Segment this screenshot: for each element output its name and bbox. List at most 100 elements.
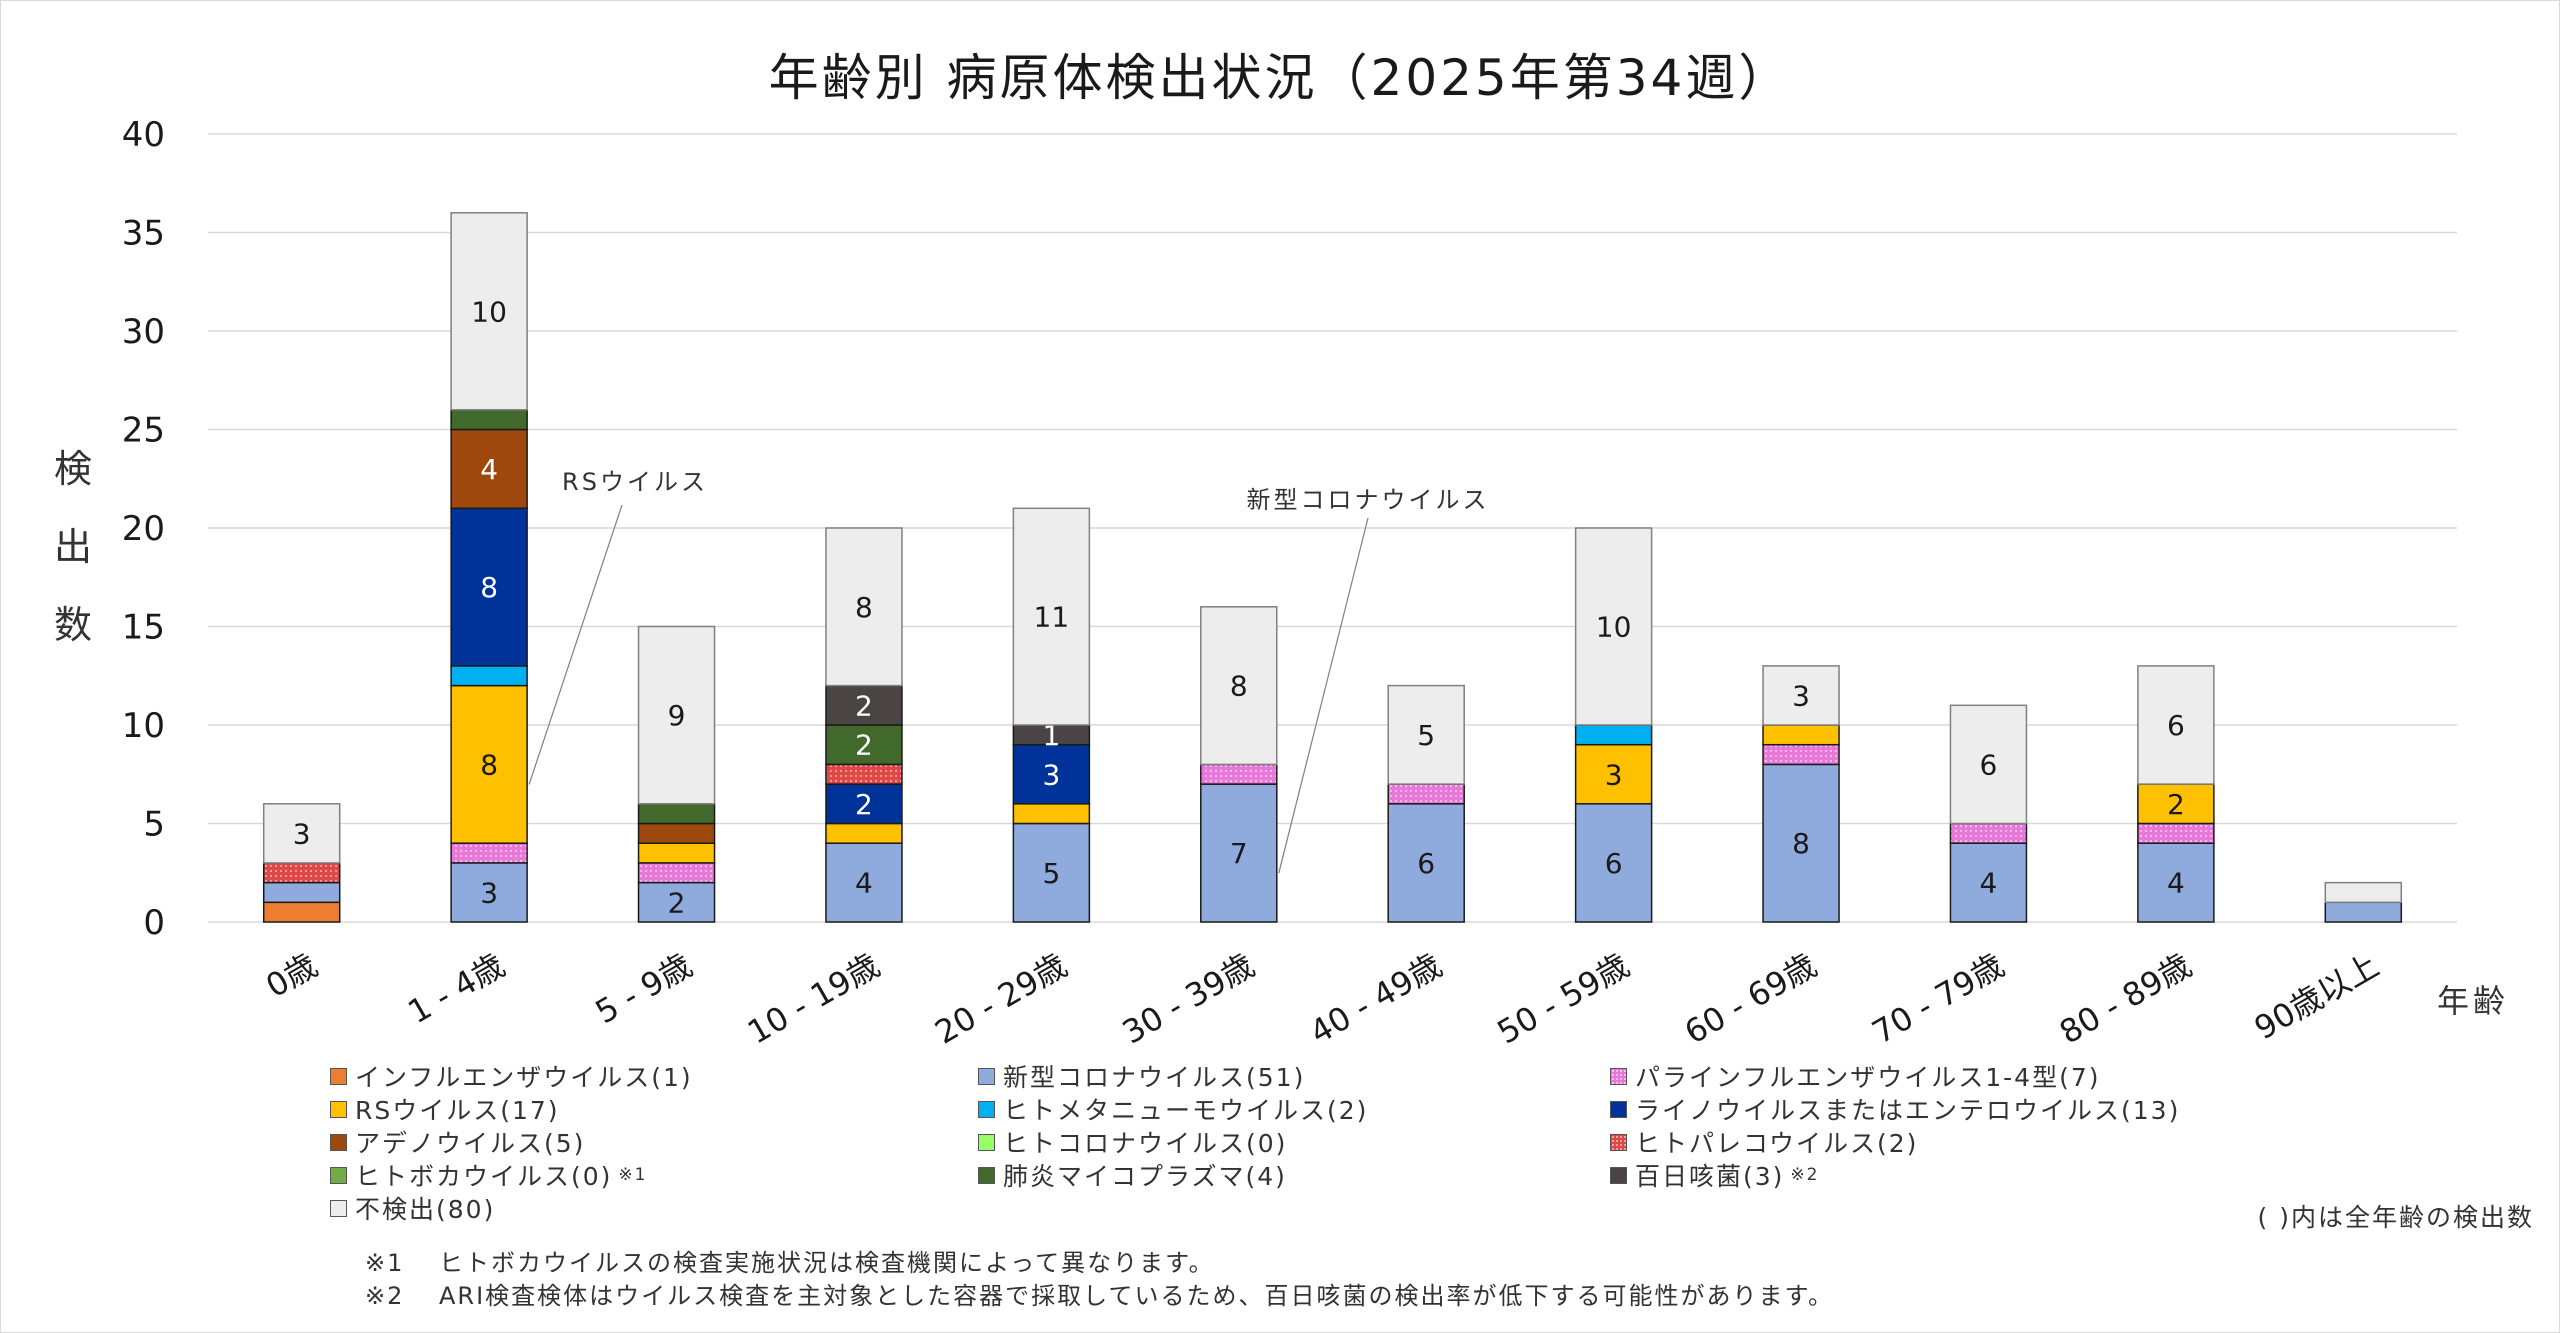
- x-tick-label: 5 - 9歳: [589, 946, 699, 1031]
- legend-item-para: パラインフルエンザウイルス1-4型(7): [1610, 1058, 2101, 1094]
- data-label: 10: [1596, 611, 1632, 644]
- legend-footnote-mark: ※1: [618, 1165, 648, 1185]
- bar-segment-rs: [1762, 724, 1840, 746]
- count-note: ( )内は全年齢の検出数: [2257, 1203, 2534, 1232]
- legend-swatch: [1610, 1067, 1627, 1085]
- legend-label: ヒトコロナウイルス(0): [1003, 1129, 1288, 1158]
- y-tick-label: 25: [122, 411, 165, 451]
- x-tick-label: 1 - 4歳: [402, 946, 512, 1031]
- bar-segment-para: [637, 862, 716, 884]
- bar-segment-covid: [262, 881, 341, 904]
- bar-segment-myco: [637, 803, 716, 825]
- x-tick-label: 70 - 79歳: [1866, 946, 2011, 1052]
- legend-label: 肺炎マイコプラズマ(4): [1003, 1162, 1287, 1191]
- legend-swatch: [978, 1133, 995, 1151]
- legend-label: パラインフルエンザウイルス1-4型(7): [1635, 1063, 2101, 1092]
- legend-swatch: [330, 1100, 347, 1118]
- data-label: 4: [2167, 867, 2185, 900]
- footnote-1: ※1 ヒトボカウイルスの検査実施状況は検査機関によって異なります。: [365, 1249, 1215, 1277]
- legend-label: インフルエンザウイルス(1): [355, 1063, 693, 1092]
- data-label: 7: [1230, 837, 1248, 870]
- legend-item-adeno: アデノウイルス(5): [330, 1124, 585, 1160]
- data-label: 4: [480, 453, 498, 486]
- y-axis-title: 検出数: [48, 430, 98, 664]
- bar-segment-para: [1762, 743, 1840, 766]
- x-tick-label: 60 - 69歳: [1678, 946, 1823, 1052]
- bar-segment-rs: [2137, 783, 2215, 825]
- bar-segment-none: [637, 625, 716, 805]
- bar-segment-none: [262, 803, 341, 864]
- bar-segment-para: [450, 842, 528, 864]
- bar-segment-rs: [1574, 743, 1653, 805]
- legend-swatch: [330, 1199, 347, 1217]
- legend-label: ヒトメタニューモウイルス(2): [1003, 1096, 1369, 1125]
- bar-segment-adeno: [637, 822, 716, 844]
- bar-segment-covid: [637, 881, 716, 923]
- legend-swatch: [978, 1100, 995, 1118]
- legend-label: RSウイルス(17): [355, 1096, 560, 1125]
- bar-segment-covid: [825, 842, 903, 923]
- data-label: 8: [855, 591, 873, 624]
- bar-stack: 83: [1762, 665, 1840, 923]
- legend-swatch: [978, 1166, 995, 1184]
- data-label: 3: [1605, 758, 1623, 791]
- bar-stack: 3 8 8 4 10: [450, 212, 528, 923]
- legend-label: ヒトパレコウイルス(2): [1635, 1129, 1919, 1158]
- bar-segment-none: [2324, 881, 2403, 904]
- legend-item-rs: RSウイルス(17): [330, 1091, 560, 1127]
- legend-item-hmpv: ヒトメタニューモウイルス(2): [978, 1091, 1368, 1127]
- y-tick-label: 0: [143, 903, 165, 943]
- bar-segment-none: [1574, 527, 1653, 726]
- x-axis-ticks: 0歳 1 - 4歳 5 - 9歳 10 - 19歳 20 - 29歳 30 - 39歳 40…: [259, 946, 2385, 1052]
- data-label: 2: [2167, 788, 2185, 821]
- bar-segment-none: [1387, 684, 1465, 785]
- bar-segment-covid: [1949, 842, 2028, 923]
- legend-swatch: [330, 1166, 347, 1184]
- footnotes: ※1 ヒトボカウイルスの検査実施状況は検査機関によって異なります。 ※2 ARI検査…: [365, 1247, 1834, 1313]
- data-label: 10: [471, 295, 507, 328]
- data-label: 3: [480, 876, 498, 909]
- legend-label: 百日咳菌(3): [1635, 1162, 1785, 1191]
- data-label: 1: [1042, 719, 1060, 752]
- y-tick-label: 40: [122, 115, 165, 155]
- legend-swatch: [1610, 1166, 1627, 1184]
- x-tick-label: 30 - 39歳: [1116, 946, 1261, 1052]
- bar-segment-myco: [450, 409, 528, 431]
- data-label: 9: [668, 699, 686, 732]
- bar-segment-none: [1200, 606, 1278, 766]
- annotation-label: RSウイルス: [562, 468, 708, 496]
- bar-segment-para: [1200, 763, 1278, 785]
- y-axis-ticks: 0 5 10 15 20 25 30 35 40: [122, 115, 165, 943]
- y-tick-label: 15: [122, 608, 165, 648]
- data-label: 6: [2167, 709, 2185, 742]
- legend-label: アデノウイルス(5): [355, 1129, 586, 1158]
- x-axis-title: 年齢: [2437, 982, 2510, 1020]
- bar-stack: 3: [262, 803, 341, 923]
- data-label: 4: [1980, 867, 1998, 900]
- bar-segment-flu: [262, 901, 341, 923]
- bar-segment-paleco: [825, 763, 903, 785]
- data-label: 11: [1034, 601, 1070, 634]
- bar-stack: 6 3 10: [1574, 527, 1653, 923]
- bar-segment-covid: [1012, 822, 1091, 923]
- bar-segment-rs: [450, 684, 528, 844]
- y-axis-title-char: 数: [53, 603, 92, 647]
- bar-segment-rhino: [450, 507, 528, 667]
- data-label: 3: [293, 817, 311, 850]
- data-label: 6: [1980, 748, 1998, 781]
- bar-stack: [2324, 881, 2403, 923]
- bar-segment-paleco: [262, 862, 341, 884]
- bar-segment-covid: [2324, 901, 2403, 923]
- gridlines: [208, 133, 2457, 923]
- bar-stack: 29: [637, 625, 716, 923]
- legend-footnote-mark: ※2: [1790, 1165, 1820, 1185]
- data-label: 8: [1230, 670, 1248, 703]
- bar-stack: 4 2 2 2 8: [825, 527, 903, 923]
- bar-segment-hmpv: [450, 665, 528, 687]
- data-label: 6: [1605, 847, 1623, 880]
- annotation-label: 新型コロナウイルス: [1247, 486, 1490, 514]
- y-tick-label: 20: [122, 509, 165, 549]
- data-label: 2: [668, 886, 686, 919]
